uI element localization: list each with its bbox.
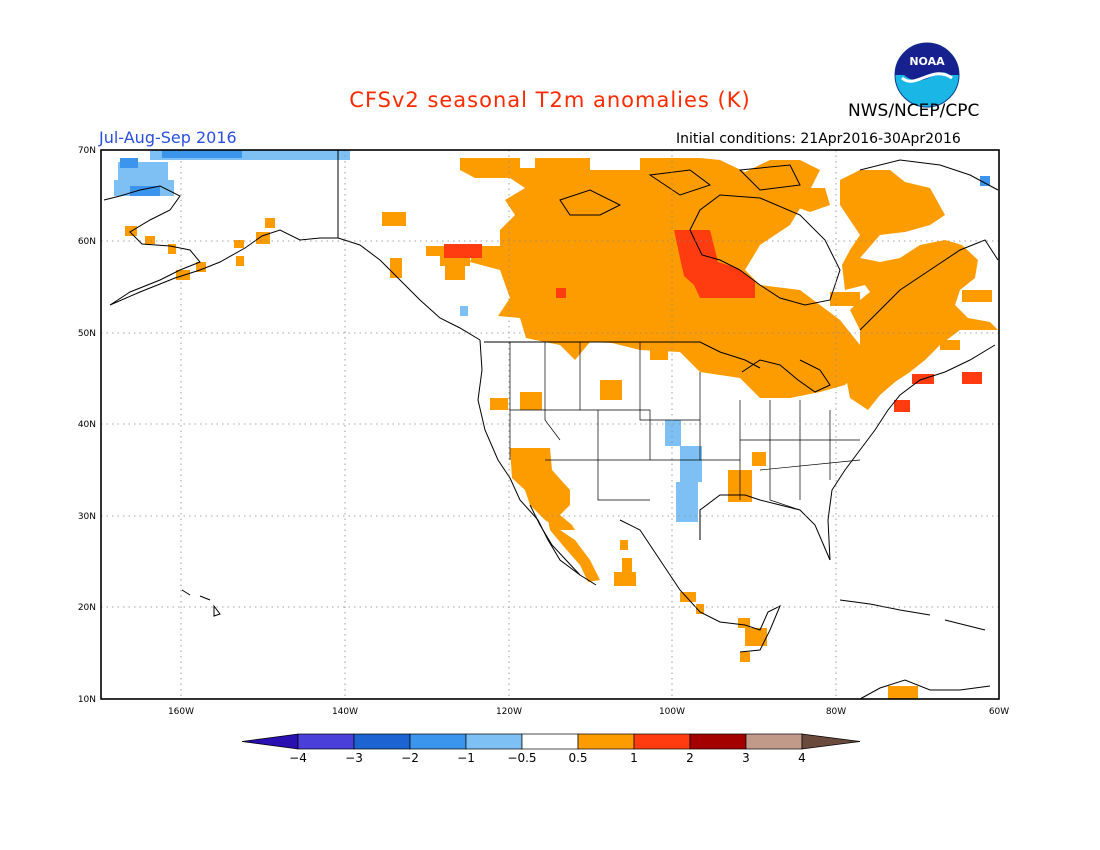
colorbar-tick-label: 4: [798, 751, 806, 765]
coastlines: [103, 150, 999, 700]
lat-label-20n: 20N: [78, 603, 96, 613]
figure-title: CFSv2 seasonal T2m anomalies (K): [349, 88, 751, 112]
colorbar-tick-label: −2: [401, 751, 419, 765]
lat-label-30n: 30N: [78, 512, 96, 522]
colorbar-tick-label: −1: [457, 751, 475, 765]
colorbar-bin: [577, 733, 635, 750]
agency-label: NWS/NCEP/CPC: [848, 101, 980, 121]
map-panel: [100, 149, 1000, 700]
colorbar-tick-label: 2: [686, 751, 694, 765]
graticule: [101, 150, 999, 699]
initial-conditions: Initial conditions: 21Apr2016-30Apr2016: [676, 131, 961, 147]
colorbar-tick-label: 0.5: [568, 751, 587, 765]
noaa-logo: NOAA: [894, 42, 960, 108]
colorbar-tick-label: −0.5: [507, 751, 536, 765]
logo-text: NOAA: [909, 55, 945, 68]
forecast-period: Jul-Aug-Sep 2016: [99, 128, 237, 147]
lat-label-60n: 60N: [78, 237, 96, 247]
lon-label-140w: 140W: [332, 707, 358, 717]
state-borders: [509, 342, 861, 511]
colorbar-bin: [633, 733, 691, 750]
lon-label-120w: 120W: [496, 707, 522, 717]
latitude-labels: 70N 60N 50N 40N 30N 20N 10N: [78, 146, 96, 705]
lat-label-70n: 70N: [78, 146, 96, 156]
colorbar-bin: [521, 733, 579, 750]
longitude-labels: 160W 140W 120W 100W 80W 60W: [168, 707, 1009, 717]
colorbar-bin: [297, 733, 355, 750]
lat-label-40n: 40N: [78, 420, 96, 430]
lon-label-100w: 100W: [659, 707, 685, 717]
lat-label-10n: 10N: [78, 695, 96, 705]
colorbar-bin: [465, 733, 523, 750]
colorbar-bin: [689, 733, 747, 750]
cold-strong-regions: [120, 150, 990, 196]
colorbar: −4 −3 −2 −1 −0.5 0.5 1 2 3 4: [241, 733, 861, 765]
lon-label-160w: 160W: [168, 707, 194, 717]
colorbar-min-arrow: [241, 733, 299, 750]
colorbar-tick-label: 1: [630, 751, 638, 765]
warm-anomaly-regions: [125, 158, 998, 699]
colorbar-max-arrow: [801, 733, 861, 750]
colorbar-tick-label: −3: [345, 751, 363, 765]
colorbar-bin: [409, 733, 467, 750]
colorbar-tick-label: −4: [289, 751, 307, 765]
colorbar-bin: [745, 733, 803, 750]
colorbar-tick-label: 3: [742, 751, 750, 765]
lon-label-80w: 80W: [826, 707, 846, 717]
colorbar-bin: [353, 733, 411, 750]
lat-label-50n: 50N: [78, 329, 96, 339]
lon-label-60w: 60W: [989, 707, 1009, 717]
